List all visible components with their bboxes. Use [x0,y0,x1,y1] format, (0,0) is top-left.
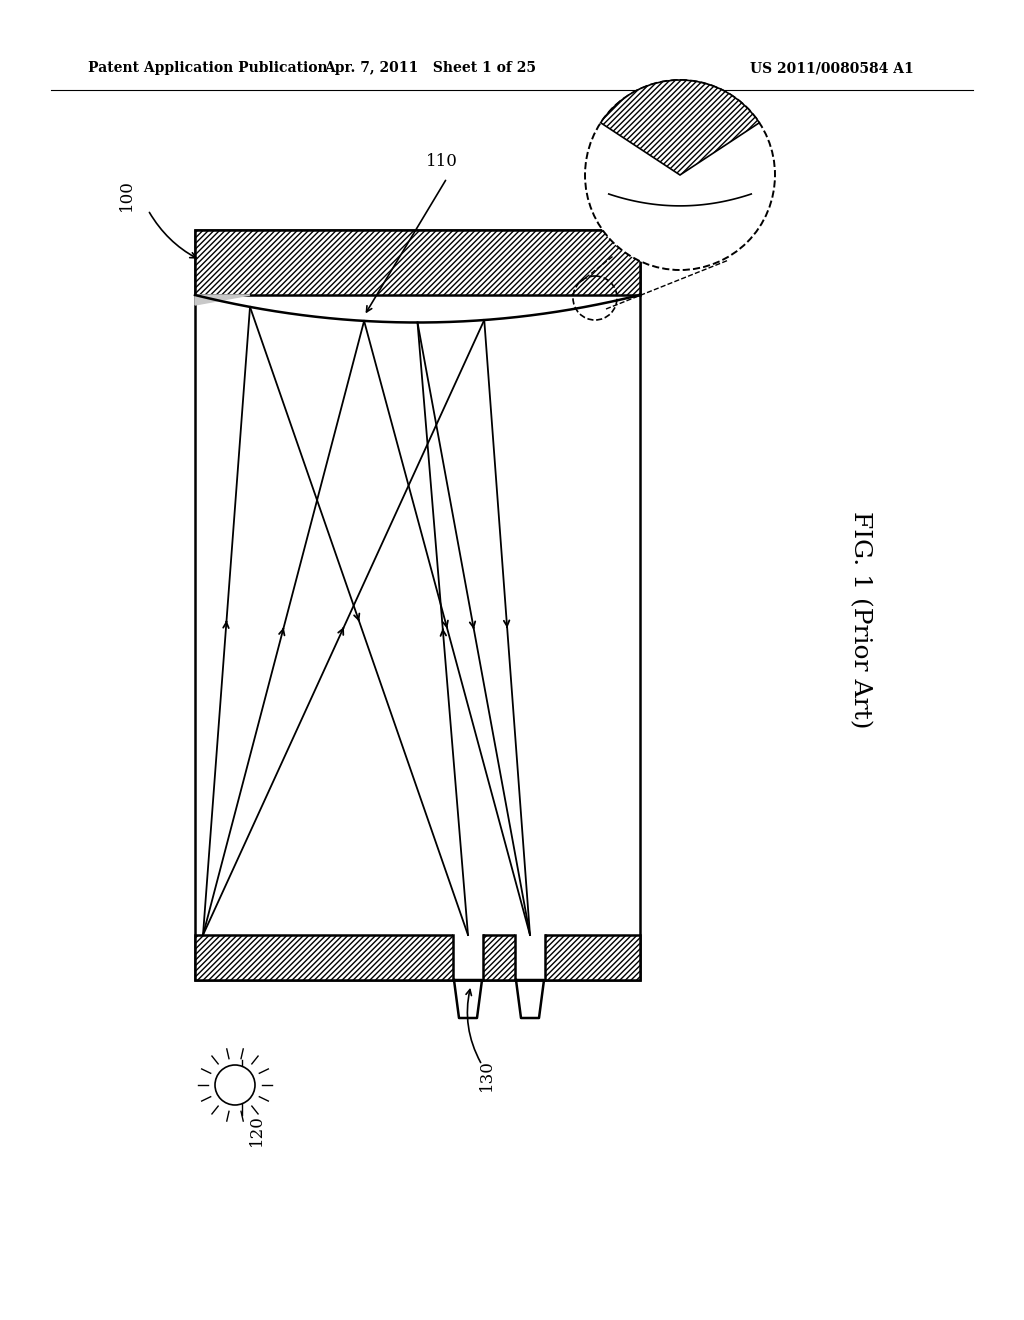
Text: 130: 130 [478,1059,495,1090]
Wedge shape [601,81,760,176]
Bar [515,935,545,981]
Bar [195,230,640,294]
Text: Apr. 7, 2011   Sheet 1 of 25: Apr. 7, 2011 Sheet 1 of 25 [324,61,536,75]
Circle shape [585,81,775,271]
Polygon shape [195,294,250,305]
Text: US 2011/0080584 A1: US 2011/0080584 A1 [750,61,913,75]
Text: 110: 110 [426,153,458,170]
Text: FIG. 1 (Prior Art): FIG. 1 (Prior Art) [849,511,871,729]
Bar [195,230,640,979]
Text: 120: 120 [248,1114,265,1146]
Bar [195,935,640,979]
Bar [453,935,483,981]
Circle shape [215,1065,255,1105]
Text: 100: 100 [118,180,135,211]
Text: Patent Application Publication: Patent Application Publication [88,61,328,75]
